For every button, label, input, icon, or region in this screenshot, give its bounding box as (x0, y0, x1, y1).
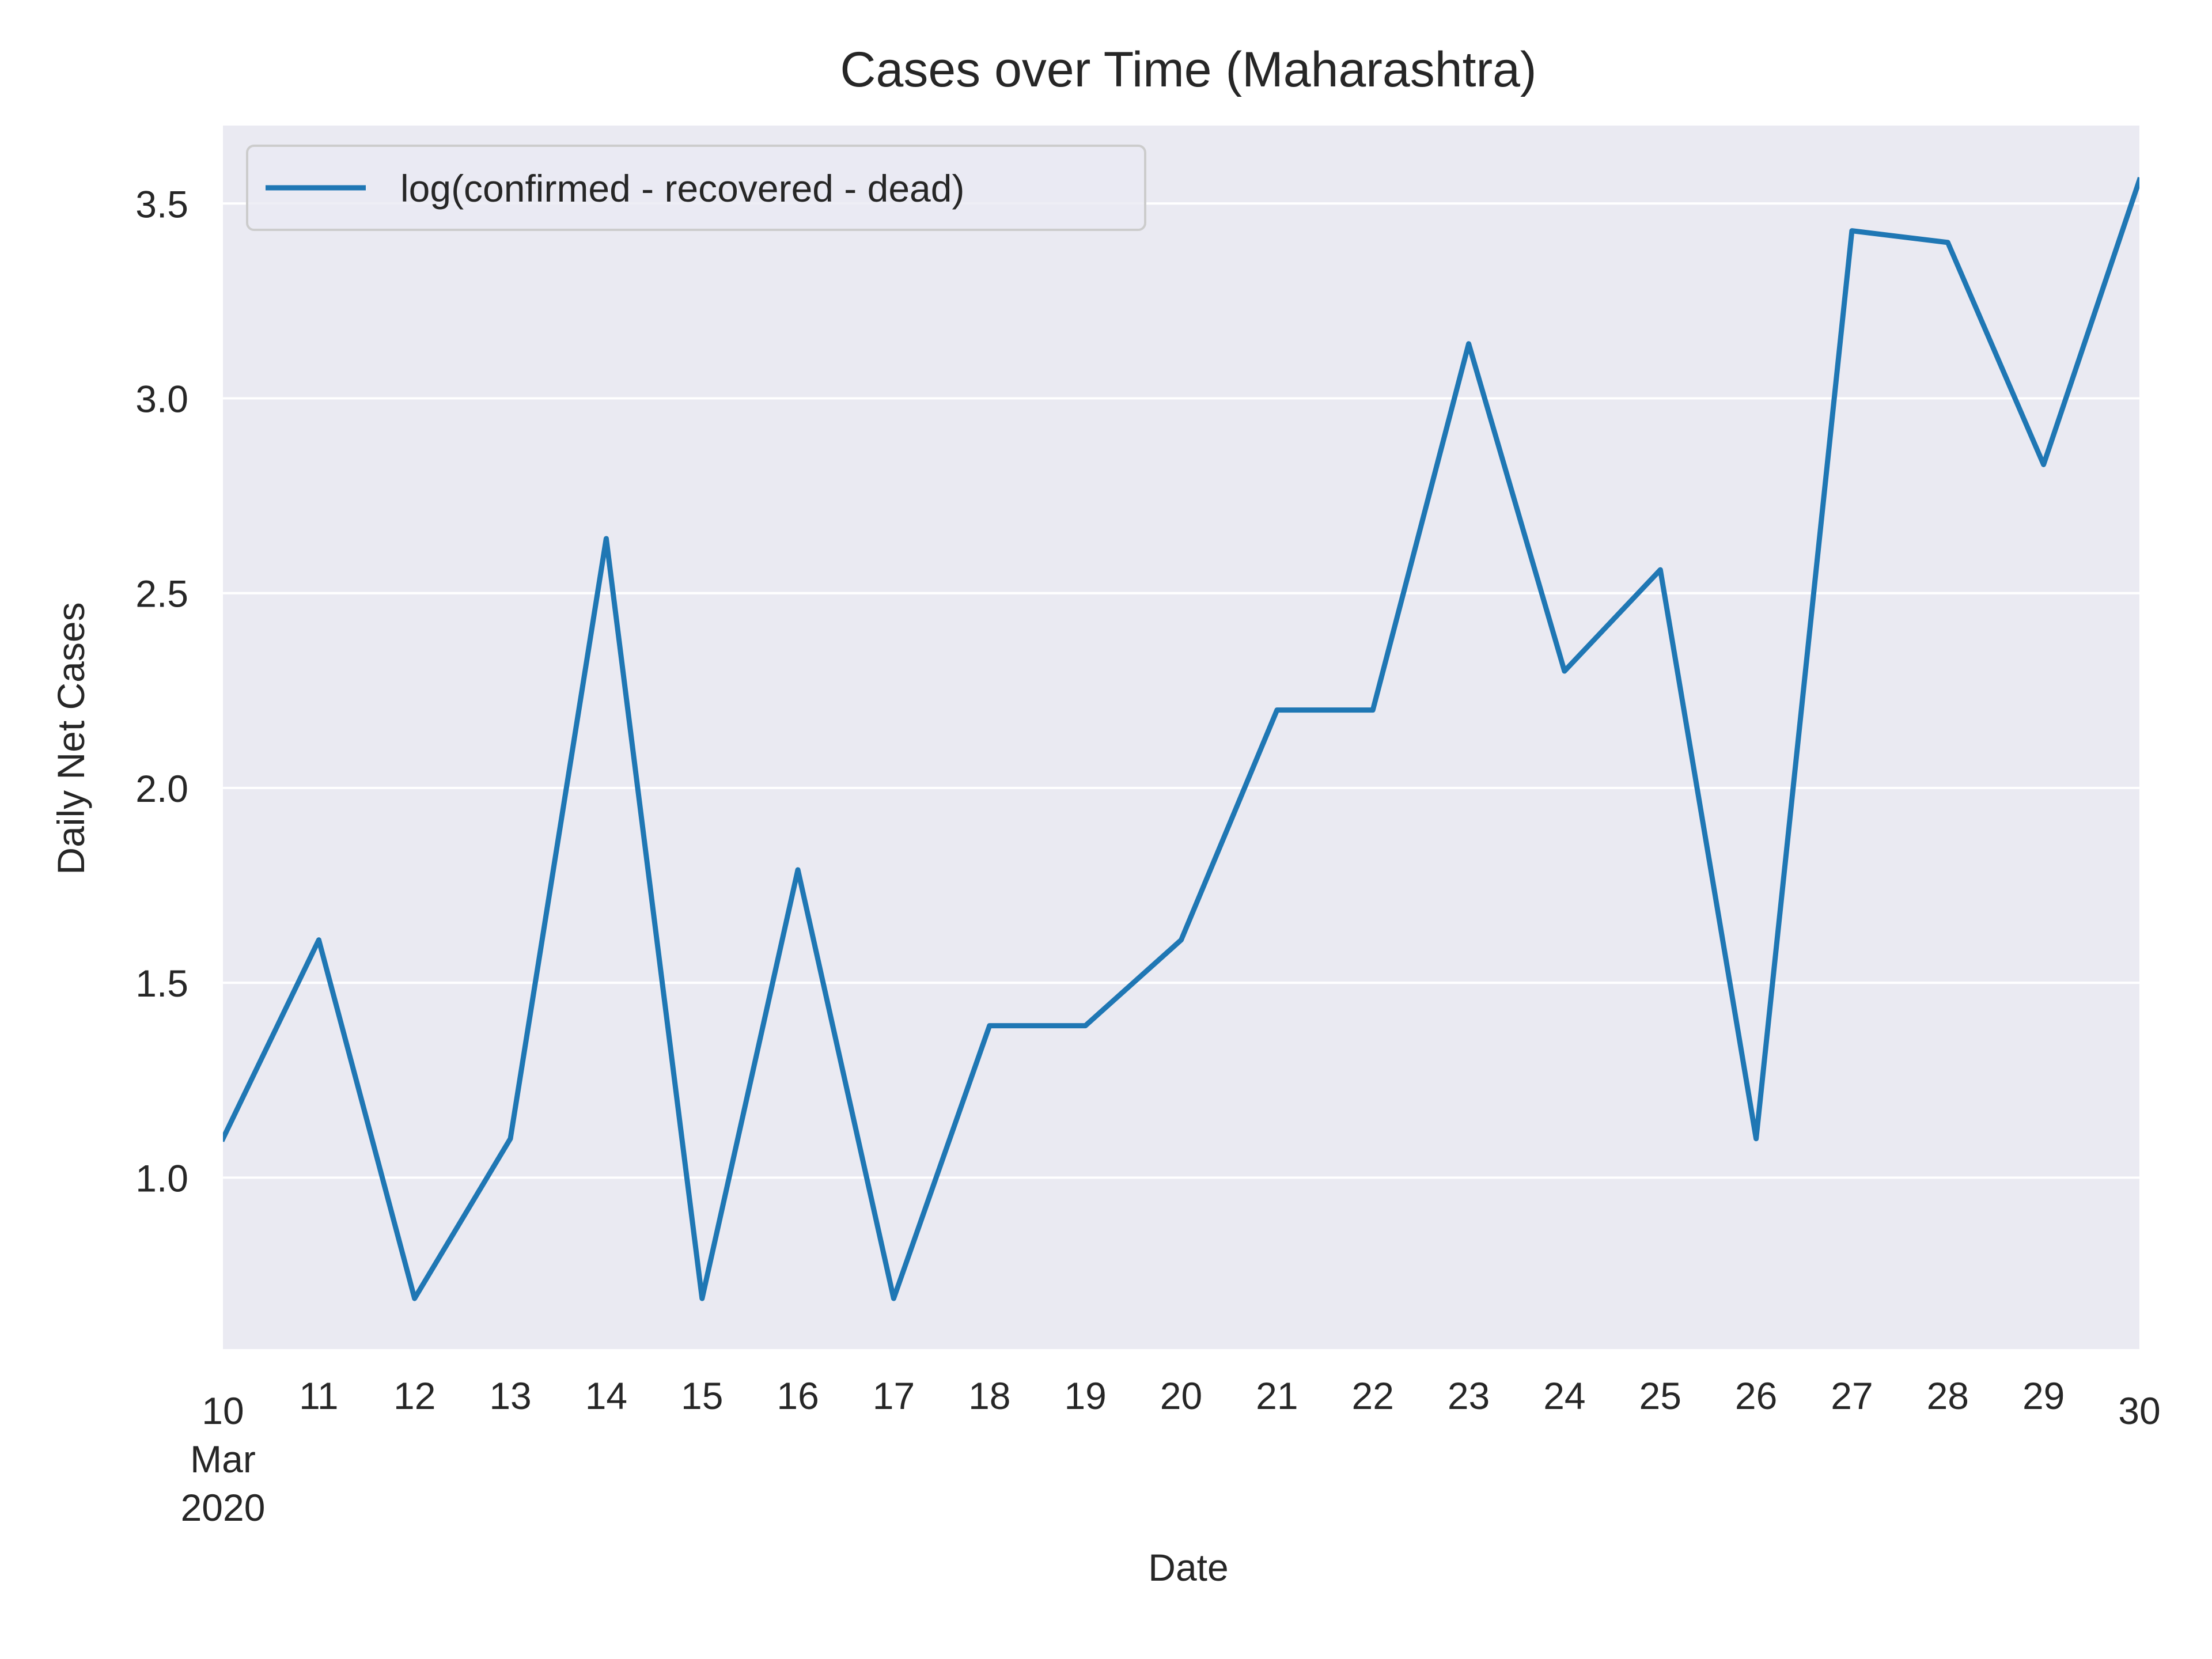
x-tick-label: 22 (1351, 1374, 1393, 1417)
y-tick-label: 1.0 (135, 1157, 188, 1199)
x-tick-label: 23 (1448, 1374, 1490, 1417)
legend-label: log(confirmed - recovered - dead) (400, 167, 964, 210)
x-tick-label: 21 (1256, 1374, 1298, 1417)
y-tick-label: 3.0 (135, 378, 188, 421)
y-tick-label: 2.0 (135, 767, 188, 810)
x-tick-label: 13 (489, 1374, 531, 1417)
legend: log(confirmed - recovered - dead) (246, 145, 1146, 231)
y-tick-label: 2.5 (135, 573, 188, 615)
x-tick-label: 15 (681, 1374, 723, 1417)
x-tick-label: 24 (1543, 1374, 1585, 1417)
y-axis-label: Daily Net Cases (50, 602, 92, 874)
y-tick-label: 1.5 (135, 962, 188, 1005)
x-tick-label: 16 (777, 1374, 819, 1417)
x-axis-ticks: 10 Mar 2020 11 12 13 14 15 16 17 18 19 20 21 22 23 24 25 2… (181, 1374, 2161, 1529)
plot-area (223, 126, 2139, 1349)
x-tick-label: Mar (190, 1438, 256, 1480)
x-tick-label: 20 (1160, 1374, 1202, 1417)
series-line-0 (223, 176, 2139, 1301)
x-tick-label: 2020 (181, 1486, 266, 1529)
chart-title: Cases over Time (Maharashtra) (840, 42, 1536, 97)
y-axis-ticks: 1.0 1.5 2.0 2.5 3.0 3.5 (135, 183, 188, 1199)
x-tick-label: 29 (2022, 1374, 2065, 1417)
series-layer (223, 176, 2139, 1301)
x-tick-label: 14 (585, 1374, 627, 1417)
x-axis-label: Date (1148, 1546, 1228, 1589)
x-tick-label: 17 (873, 1374, 915, 1417)
y-tick-label: 3.5 (135, 183, 188, 225)
x-tick-label: 28 (1927, 1374, 1969, 1417)
x-tick-label: 18 (968, 1374, 1010, 1417)
x-tick-label: 25 (1639, 1374, 1681, 1417)
x-tick-label: 30 (2118, 1389, 2160, 1432)
x-tick-label: 10 (202, 1389, 244, 1432)
x-tick-label: 26 (1735, 1374, 1777, 1417)
x-tick-label: 19 (1064, 1374, 1106, 1417)
x-tick-label: 27 (1831, 1374, 1873, 1417)
x-tick-label: 12 (393, 1374, 435, 1417)
legend-box (246, 145, 1146, 231)
x-tick-label: 11 (299, 1374, 339, 1417)
